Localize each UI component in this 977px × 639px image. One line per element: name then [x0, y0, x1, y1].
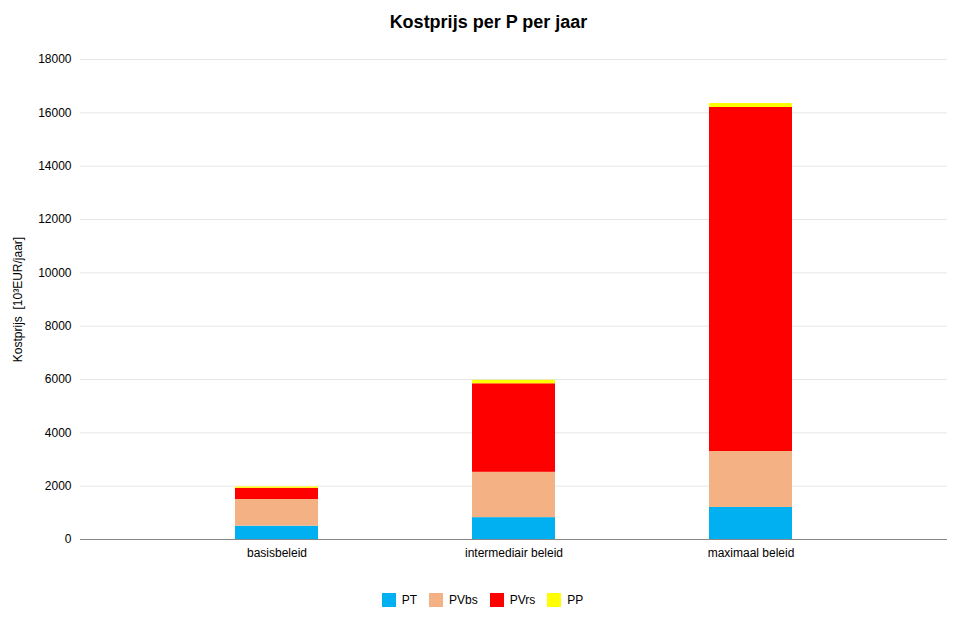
svg-text:Kostprijs [10³EUR/jaar]: Kostprijs [10³EUR/jaar] [11, 237, 25, 362]
svg-text:6000: 6000 [45, 372, 72, 386]
svg-text:10000: 10000 [38, 266, 72, 280]
html-text:PT: PT [401, 592, 417, 607]
svg-text:maximaal beleid: maximaal beleid [708, 546, 795, 560]
svg-text:intermediair beleid: intermediair beleid [465, 546, 563, 560]
svg-text:16000: 16000 [38, 106, 72, 120]
html-text:PVrs: PVrs [509, 592, 536, 607]
svg-text:8000: 8000 [45, 319, 72, 333]
svg-text:12000: 12000 [38, 212, 72, 226]
html-text:PVbs: PVbs [449, 592, 478, 607]
html-text:Kostprijs per P per jaar: Kostprijs per P per jaar [389, 12, 588, 32]
svg-text:4000: 4000 [45, 426, 72, 440]
svg-text:basisbeleid: basisbeleid [247, 546, 307, 560]
svg-text:2000: 2000 [45, 479, 72, 493]
html-text:PP: PP [567, 592, 584, 607]
svg-text:18000: 18000 [38, 52, 72, 66]
svg-text:14000: 14000 [38, 159, 72, 173]
svg-text:0: 0 [65, 532, 72, 546]
